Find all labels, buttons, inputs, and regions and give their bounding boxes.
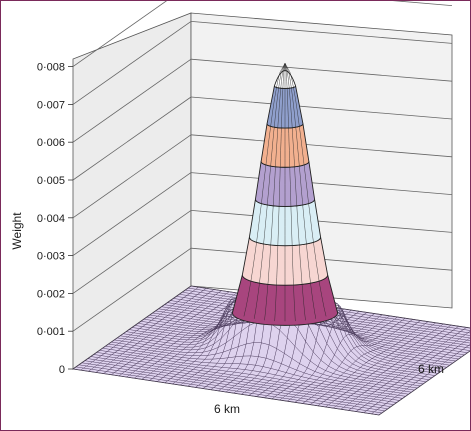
gridline-left — [72, 58, 192, 143]
mesh-line-u — [287, 317, 406, 402]
mesh-line-v — [164, 304, 470, 351]
mesh-line-v — [167, 302, 470, 349]
mesh-line-u — [279, 314, 398, 401]
tick-label: 0·002 — [37, 288, 65, 300]
gridline-back — [190, 210, 453, 233]
gridline-left — [72, 134, 192, 219]
mesh-line-u — [332, 324, 452, 409]
gridline-left — [72, 172, 192, 256]
gridline-left — [72, 96, 192, 181]
surface-meridian — [284, 63, 317, 319]
surface-meridian — [264, 63, 286, 321]
depth-axis-title: 6 km — [418, 362, 444, 376]
mesh-line-u — [371, 344, 470, 415]
surface-meridian — [243, 63, 286, 317]
surface-meridian — [274, 63, 286, 322]
mesh-line-u — [348, 327, 467, 411]
tick-label: 0 — [59, 364, 65, 376]
gridline-left — [72, 247, 192, 332]
tick-label: 0·001 — [37, 326, 65, 338]
mesh-line-v — [170, 300, 470, 346]
tick-label: 0·007 — [37, 99, 65, 111]
surface-meridian — [284, 63, 306, 321]
mesh-line-u — [325, 323, 444, 408]
mesh-line-u — [317, 322, 436, 407]
tick-label: 0·005 — [37, 175, 65, 187]
gridline-left — [72, 1, 167, 67]
gridline-left — [72, 210, 192, 294]
mesh-line-u — [294, 319, 414, 403]
gridline-back — [190, 21, 453, 44]
gridline-back — [392, 1, 453, 6]
mesh-line-u — [302, 320, 421, 404]
gaussian-surface — [231, 63, 339, 326]
x-axis-title: 6 km — [214, 402, 240, 416]
surface-meridian — [284, 63, 327, 317]
tick-label: 0·008 — [37, 62, 65, 74]
surface-meridian — [284, 63, 296, 322]
mesh-line-u — [309, 321, 429, 405]
z-axis-title: Weight — [10, 212, 24, 250]
gridline-back — [190, 58, 453, 82]
tick-label: 0·006 — [37, 137, 65, 149]
mesh-line-u — [355, 331, 470, 412]
z-tick-labels: 0 0·001 0·002 0·003 0·004 0·005 0·006 0·007 0·00… — [37, 62, 65, 376]
gridline-back — [190, 96, 453, 120]
gridlines — [68, 1, 453, 370]
gridline-back — [190, 172, 453, 195]
mesh-line-u — [378, 350, 470, 416]
gridline-back — [190, 134, 453, 158]
gridline-left — [72, 21, 192, 105]
tick-label: 0·004 — [37, 213, 65, 225]
tick-label: 0·003 — [37, 251, 65, 263]
mesh-line-u — [340, 325, 459, 410]
surface-meridian — [253, 63, 286, 319]
mesh-line-u — [363, 337, 470, 413]
mesh-line-v — [173, 298, 470, 344]
